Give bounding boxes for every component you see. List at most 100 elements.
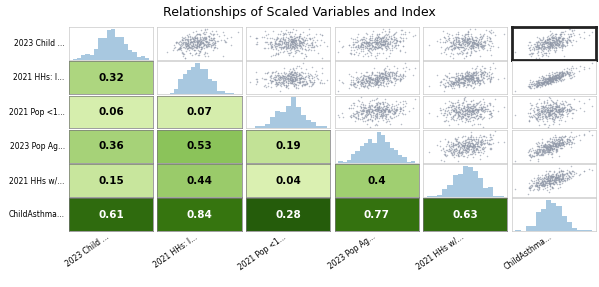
Point [464,78,473,83]
Point [468,104,478,109]
Point [555,70,564,75]
Point [283,83,293,88]
Point [455,110,464,115]
Point [382,39,391,43]
Point [547,174,556,178]
Point [288,74,297,79]
Point [451,108,461,113]
Point [208,43,218,47]
Point [185,51,195,56]
Point [477,146,487,150]
Point [469,77,479,82]
Point [491,32,500,37]
Point [476,42,486,47]
Point [389,108,399,113]
Point [440,73,450,78]
Point [286,38,295,42]
Point [556,141,565,146]
Point [558,108,568,113]
Point [382,37,391,42]
Bar [468,167,473,197]
Point [473,40,483,44]
Point [477,107,486,112]
Point [477,63,487,68]
Point [533,107,543,112]
Point [291,46,300,50]
Point [539,107,548,112]
Point [467,106,476,110]
Point [557,40,567,44]
Point [552,78,562,82]
Point [557,108,567,113]
Point [545,179,555,184]
Point [344,43,353,47]
Point [479,134,488,139]
Point [305,42,315,47]
Point [191,51,201,55]
Point [544,110,554,115]
Point [565,69,574,74]
Point [290,71,300,75]
Point [537,115,546,119]
Point [545,75,555,80]
Point [316,37,325,42]
Point [476,42,485,46]
Point [554,177,564,181]
Point [187,44,197,48]
Point [373,112,382,117]
Point [375,35,385,40]
Point [568,111,578,116]
Point [372,101,382,106]
Point [453,82,462,86]
Point [378,80,388,85]
Point [359,105,368,110]
Point [553,175,562,180]
Point [384,44,394,49]
Point [553,145,563,149]
Point [265,36,275,40]
Point [375,36,385,40]
Point [482,73,491,78]
Point [538,183,547,188]
Point [295,34,305,39]
Point [376,101,385,105]
Point [345,113,355,118]
Point [533,52,543,57]
Point [201,42,210,47]
Point [395,78,405,82]
Point [470,152,480,156]
Point [463,150,473,154]
Point [547,185,557,190]
Point [451,146,461,150]
Point [560,134,570,138]
Point [548,144,558,149]
Point [555,76,564,81]
Point [291,44,301,49]
Bar [373,143,377,162]
Point [541,41,551,45]
Point [558,30,568,34]
Point [552,48,561,53]
Point [485,142,494,146]
Point [460,71,470,76]
Point [454,84,464,88]
Point [537,110,547,115]
Point [382,75,391,79]
Point [484,101,494,105]
Point [473,45,483,50]
Point [471,73,480,77]
Point [439,152,449,156]
Point [374,104,383,108]
Point [555,40,564,44]
Point [297,45,306,50]
Point [561,40,571,44]
Point [471,147,480,152]
Point [480,138,489,142]
Point [464,30,473,34]
Point [546,145,555,150]
Point [278,50,288,55]
Point [209,36,219,40]
Point [476,77,485,82]
Point [467,144,477,148]
Point [382,71,392,76]
